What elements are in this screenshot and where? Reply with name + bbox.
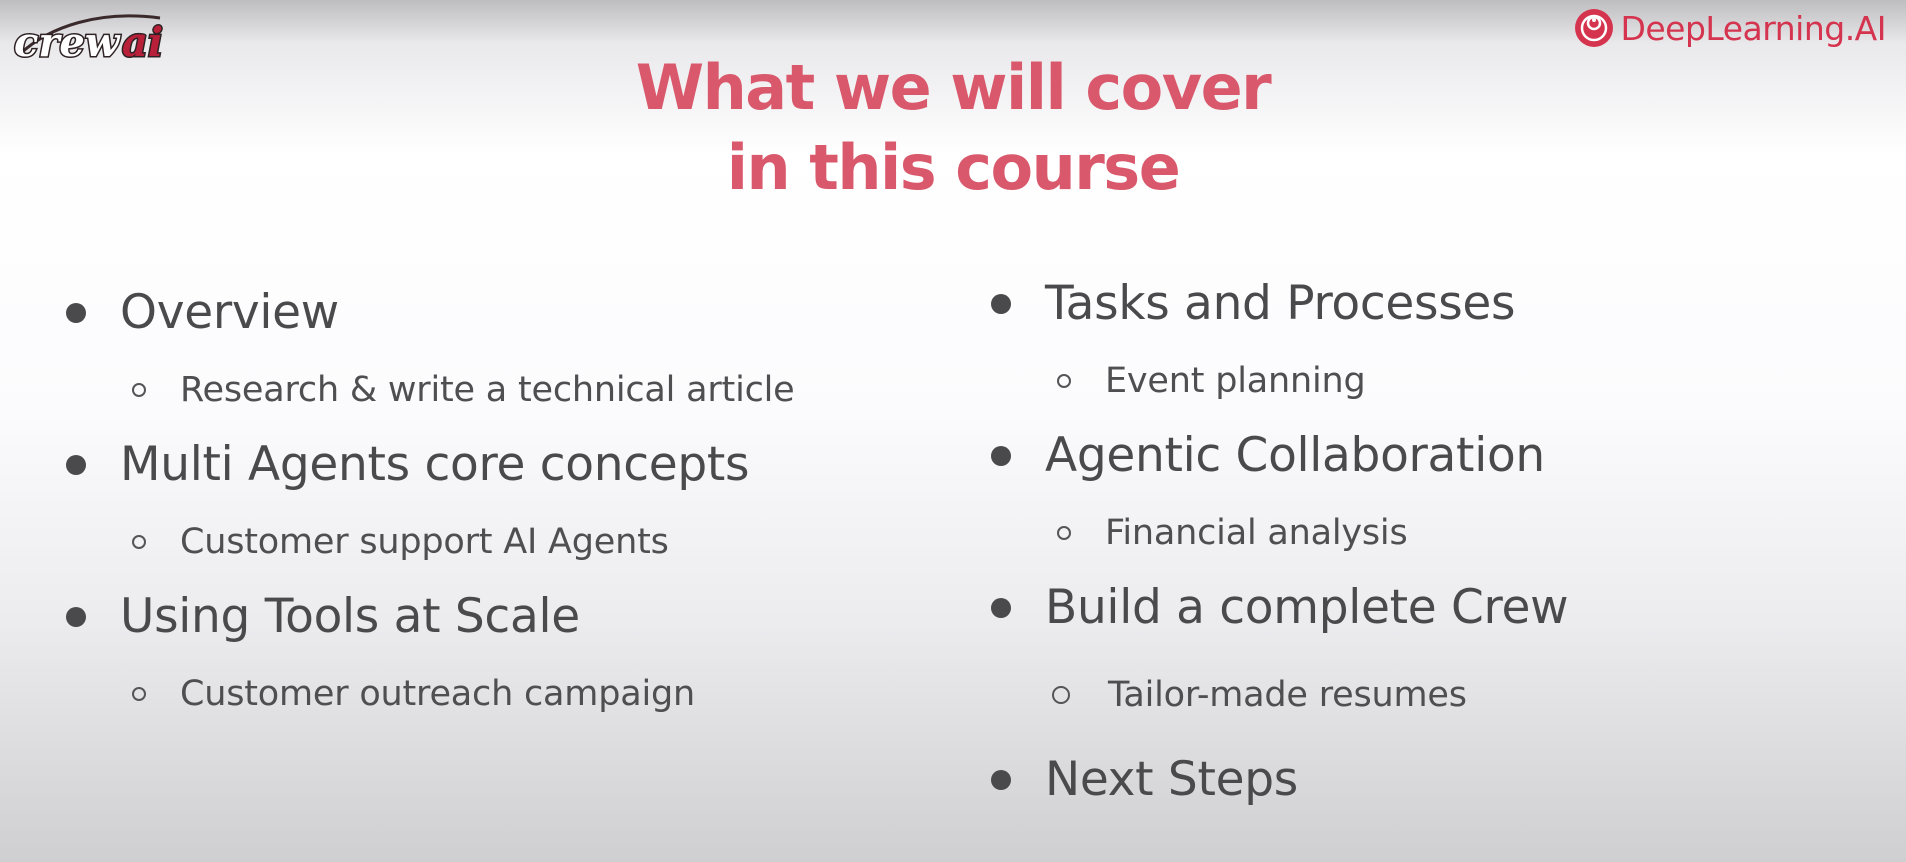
outline-item-label: Overview [120, 285, 339, 340]
outline-item-crew: Build a complete Crew [991, 580, 1569, 635]
bullet-dot [991, 445, 1011, 466]
bullet-dot [991, 293, 1011, 314]
outline-item-label: Next Steps [1045, 752, 1298, 807]
bullet-circle [1052, 686, 1070, 704]
crewai-logo: crew ai [13, 14, 165, 66]
outline-subitem-label: Customer outreach campaign [180, 674, 695, 714]
deeplearning-icon [1575, 9, 1614, 47]
outline-subitem-outreach: Customer outreach campaign [132, 674, 695, 714]
outline-subitem-label: Research & write a technical article [180, 370, 795, 410]
outline-subitem-label: Customer support AI Agents [180, 522, 669, 562]
outline-subitem-customer-support: Customer support AI Agents [132, 522, 669, 562]
outline-item-collaboration: Agentic Collaboration [991, 428, 1545, 483]
bullet-dot [991, 597, 1011, 618]
bullet-circle [132, 535, 146, 549]
outline-item-tasks: Tasks and Processes [991, 276, 1516, 331]
bullet-dot [991, 769, 1011, 790]
bullet-dot [66, 606, 86, 627]
svg-text:ai: ai [122, 19, 163, 66]
outline-subitem-label: Event planning [1105, 361, 1366, 401]
outline-subitem-event-planning: Event planning [1057, 361, 1366, 401]
outline-subitem-resumes: Tailor-made resumes [1052, 675, 1467, 715]
outline-item-label: Multi Agents core concepts [120, 437, 750, 492]
title-line-1: What we will cover [635, 51, 1272, 124]
outline-item-tools: Using Tools at Scale [66, 589, 580, 644]
outline-subitem-label: Financial analysis [1105, 513, 1408, 553]
outline-item-next-steps: Next Steps [991, 752, 1298, 807]
outline-item-label: Build a complete Crew [1045, 580, 1569, 635]
slide-title: What we will cover in this course [0, 48, 1906, 208]
bullet-circle [132, 687, 146, 701]
outline-item-label: Using Tools at Scale [120, 589, 580, 644]
bullet-circle [132, 383, 146, 397]
outline-item-label: Agentic Collaboration [1045, 428, 1545, 483]
bullet-circle [1057, 526, 1071, 540]
bullet-dot [66, 454, 86, 475]
outline-subitem-label: Tailor-made resumes [1108, 675, 1467, 715]
outline-subitem-research: Research & write a technical article [132, 370, 795, 410]
outline-item-overview: Overview [66, 285, 339, 340]
bullet-circle [1057, 374, 1071, 388]
outline-item-label: Tasks and Processes [1045, 276, 1516, 331]
svg-text:crew: crew [14, 19, 121, 66]
deeplearning-logo: DeepLearning.AI [1574, 8, 1886, 48]
outline-subitem-financial: Financial analysis [1057, 513, 1408, 553]
deeplearning-wordmark: DeepLearning.AI [1620, 8, 1886, 48]
outline-item-multi-agents: Multi Agents core concepts [66, 437, 750, 492]
bullet-dot [66, 302, 86, 323]
title-line-2: in this course [726, 131, 1181, 204]
